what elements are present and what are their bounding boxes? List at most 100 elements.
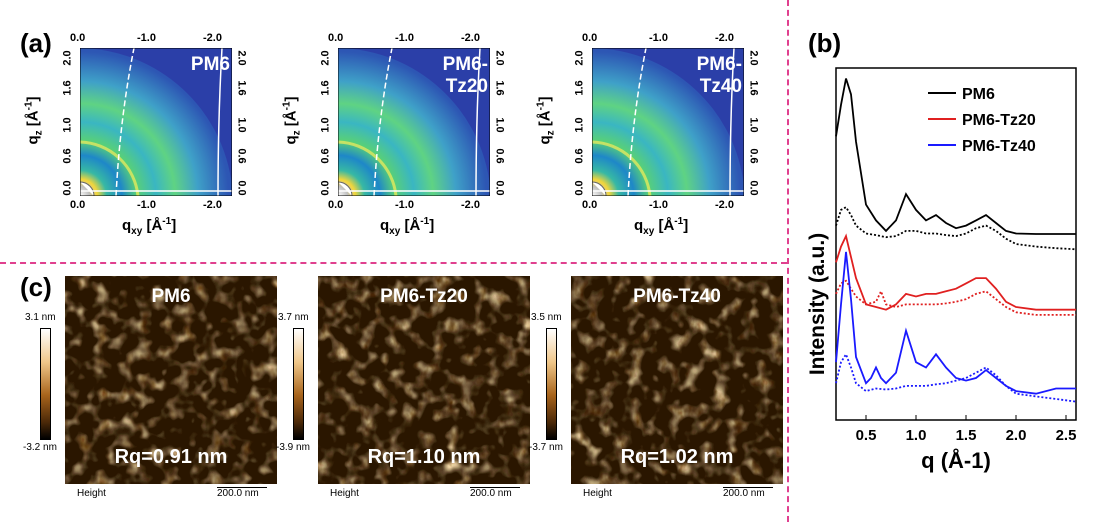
left-tick-label: 0.6 xyxy=(573,148,586,164)
giwaxs-pattern-2 xyxy=(338,48,490,196)
plot-frame xyxy=(835,67,1077,421)
giwaxs-pattern-1 xyxy=(80,48,232,196)
x-tick-label: 2.5 xyxy=(1056,427,1077,444)
scalebar-label: 200.0 nm xyxy=(470,488,512,499)
giwaxs-title: PM6 xyxy=(190,54,230,75)
bottom-tick-label: -2.0 xyxy=(461,199,480,211)
series-line-1 xyxy=(835,78,1076,235)
colorbar-max-label: 3.1 nm xyxy=(25,312,56,323)
left-tick-label: 0.0 xyxy=(61,180,74,196)
right-tick-label: 1.0 xyxy=(235,117,248,133)
left-tick-label: 0.0 xyxy=(319,180,332,196)
top-tick-label: -2.0 xyxy=(203,32,222,44)
colorbar xyxy=(40,328,51,440)
top-tick-label: 0.0 xyxy=(582,32,598,44)
top-tick-label: -1.0 xyxy=(649,32,668,44)
bottom-tick-label: -2.0 xyxy=(203,199,222,211)
height-label: Height xyxy=(583,488,612,499)
panel-label-c: (c) xyxy=(20,272,52,302)
left-tick-label: 1.6 xyxy=(319,80,332,96)
height-label: Height xyxy=(77,488,106,499)
top-tick-label: -1.0 xyxy=(137,32,156,44)
panel-label-b: (b) xyxy=(808,28,842,58)
roughness-label: Rq=1.02 nm xyxy=(620,446,734,468)
giwaxs-x-axis-label: qxy [Å-1] xyxy=(122,216,177,237)
colorbar-min-label: -3.2 nm xyxy=(23,442,57,453)
bottom-tick-label: -2.0 xyxy=(715,199,734,211)
right-tick-label: 1.6 xyxy=(235,80,248,96)
x-tick-label: 2.0 xyxy=(1006,427,1027,444)
bottom-tick-label: 0.0 xyxy=(582,199,598,211)
colorbar xyxy=(293,328,304,440)
series-line-3 xyxy=(835,233,1076,311)
left-tick-label: 0.6 xyxy=(319,148,332,164)
bottom-tick-label: -1.0 xyxy=(395,199,414,211)
vertical-divider xyxy=(787,0,789,522)
afm-image-3 xyxy=(571,276,783,484)
left-tick-label: 1.6 xyxy=(61,80,74,96)
top-tick-label: -1.0 xyxy=(395,32,414,44)
colorbar-max-label: 3.7 nm xyxy=(278,312,309,323)
right-tick-label: 0.6 xyxy=(747,148,760,164)
giwaxs-y-axis-label: qz [Å-1] xyxy=(535,96,557,145)
right-tick-label: 0.6 xyxy=(493,148,506,164)
afm-title: PM6-Tz20 xyxy=(380,286,468,307)
intensity-chart: 0.5 1.0 1.5 2.0 2.5 q (Å-1) Intensity (a.u.) PM… xyxy=(806,67,1077,473)
bottom-tick-label: 0.0 xyxy=(70,199,86,211)
x-tick-label: 0.5 xyxy=(856,427,877,444)
panel-label-a: (a) xyxy=(20,28,52,58)
giwaxs-y-axis-label: qz [Å-1] xyxy=(23,96,45,145)
y-axis-label: Intensity (a.u.) xyxy=(806,233,829,375)
bottom-tick-label: -1.0 xyxy=(137,199,156,211)
right-tick-label: 2.0 xyxy=(747,50,760,66)
giwaxs-y-axis-label: qz [Å-1] xyxy=(281,96,303,145)
afm-title: PM6 xyxy=(151,286,191,307)
right-tick-label: 1.6 xyxy=(493,80,506,96)
left-tick-label: 1.0 xyxy=(61,117,74,133)
giwaxs-pattern-3 xyxy=(592,48,744,196)
right-tick-label: 0.0 xyxy=(493,180,506,196)
giwaxs-title: PM6-Tz40 xyxy=(696,54,742,97)
right-tick-label: 2.0 xyxy=(235,50,248,66)
left-tick-label: 2.0 xyxy=(61,50,74,66)
series-line-4 xyxy=(835,279,1076,316)
x-tick-label: 1.0 xyxy=(906,427,927,444)
bottom-tick-label: 0.0 xyxy=(328,199,344,211)
colorbar xyxy=(546,328,557,440)
scalebar-label: 200.0 nm xyxy=(723,488,765,499)
top-tick-label: 0.0 xyxy=(328,32,344,44)
left-tick-label: 1.6 xyxy=(573,80,586,96)
right-tick-label: 1.0 xyxy=(747,117,760,133)
colorbar-max-label: 3.5 nm xyxy=(531,312,562,323)
top-tick-label: -2.0 xyxy=(715,32,734,44)
colorbar-min-label: -3.9 nm xyxy=(276,442,310,453)
left-tick-label: 1.0 xyxy=(573,117,586,133)
series-line-6 xyxy=(835,352,1077,403)
right-tick-label: 1.0 xyxy=(493,117,506,133)
afm-image-1 xyxy=(65,276,277,484)
x-tick-label: 1.5 xyxy=(956,427,977,444)
afm-image-2 xyxy=(318,276,530,484)
top-tick-label: -2.0 xyxy=(461,32,480,44)
left-tick-label: 0.0 xyxy=(573,180,586,196)
x-axis-label: q (Å-1) xyxy=(921,447,991,473)
right-tick-label: 0.0 xyxy=(747,180,760,196)
legend-label: PM6-Tz20 xyxy=(962,112,1036,129)
series-line-5 xyxy=(835,251,1076,395)
right-tick-label: 0.0 xyxy=(235,180,248,196)
left-tick-label: 2.0 xyxy=(573,50,586,66)
series-line-2 xyxy=(835,206,1077,251)
left-tick-label: 0.6 xyxy=(61,148,74,164)
scalebar-label: 200.0 nm xyxy=(217,488,259,499)
right-tick-label: 0.6 xyxy=(235,148,248,164)
scalebar xyxy=(217,487,267,488)
height-label: Height xyxy=(330,488,359,499)
colorbar-min-label: -3.7 nm xyxy=(529,442,563,453)
legend-label: PM6-Tz40 xyxy=(962,138,1036,155)
top-tick-label: 0.0 xyxy=(70,32,86,44)
bottom-tick-label: -1.0 xyxy=(649,199,668,211)
giwaxs-title: PM6-Tz20 xyxy=(442,54,488,97)
roughness-label: Rq=0.91 nm xyxy=(114,446,228,468)
scalebar xyxy=(723,487,773,488)
horizontal-divider xyxy=(0,262,787,264)
